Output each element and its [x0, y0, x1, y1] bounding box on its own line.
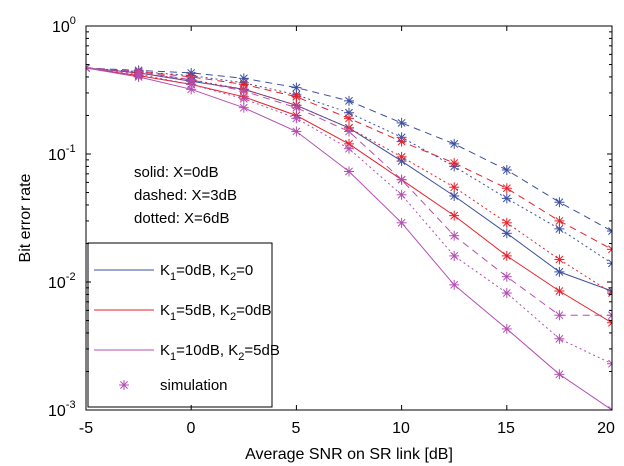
simulation-point-8-5: [344, 143, 354, 154]
x-tick-label-5: 5: [292, 420, 301, 437]
simulation-point-7-4: [291, 102, 302, 113]
simulation-point-2-8: [501, 193, 512, 204]
y-tick-label-1e0: 100: [52, 15, 76, 36]
simulation-point-8-6: [396, 189, 407, 200]
x-tick-label-0: 0: [187, 420, 196, 437]
simulation-point-4-8: [501, 183, 512, 194]
simulation-point-6-6: [396, 217, 407, 228]
y-axis-label: Bit error rate: [17, 173, 34, 262]
legend-label-k1-10db: K1=10dB, K2=5dB: [160, 342, 280, 363]
legend-label-simulation: simulation: [160, 377, 228, 394]
legend-star-marker: [119, 380, 129, 390]
legend-label-k1-5db: K1=5dB, K2=0dB: [160, 302, 272, 323]
line-style-annotation: solid: X=0dB dashed: X=3dB dotted: X=6dB: [134, 164, 237, 227]
simulation-point-6-7: [449, 279, 460, 290]
simulation-point-8-3: [238, 93, 249, 104]
simulation-point-6-8: [501, 323, 512, 334]
y-tick-label-1e-2: 10-2: [48, 271, 76, 292]
series-line-7: [86, 67, 612, 316]
annotation-dotted: dotted: X=6dB: [134, 210, 230, 227]
simulation-point-7-5: [344, 126, 354, 137]
simulation-point-1-7: [449, 138, 460, 149]
plot-frame: [85, 25, 613, 411]
simulation-point-8-0: [86, 62, 91, 73]
simulation-point-6-4: [291, 126, 302, 137]
simulation-point-1-5: [344, 95, 354, 106]
simulation-point-0-7: [449, 190, 460, 201]
simulation-point-5-10: [607, 288, 612, 299]
simulation-point-5-9: [554, 254, 565, 265]
y-tick-label-1e-1: 10-1: [48, 143, 76, 164]
simulation-point-8-10: [607, 358, 612, 369]
simulation-point-1-6: [396, 117, 407, 128]
simulation-point-2-10: [607, 258, 612, 269]
simulation-point-6-5: [344, 166, 354, 177]
simulation-point-5-8: [501, 217, 512, 228]
simulation-point-4-4: [291, 91, 302, 102]
simulation-point-1-9: [554, 197, 565, 208]
simulation-point-3-9: [554, 286, 565, 297]
simulation-point-4-10: [607, 244, 612, 255]
simulation-point-3-7: [449, 210, 460, 221]
simulation-point-8-2: [186, 79, 197, 90]
simulation-point-1-8: [501, 164, 512, 175]
series-line-8: [86, 67, 612, 365]
simulation-point-3-8: [501, 250, 512, 261]
simulation-point-5-7: [449, 182, 460, 193]
simulation-point-4-9: [554, 215, 565, 226]
simulation-point-8-4: [291, 113, 302, 124]
simulation-point-7-6: [396, 174, 407, 185]
x-tick-label-15: 15: [497, 420, 515, 437]
simulation-point-7-9: [554, 310, 565, 321]
simulation-point-4-5: [344, 113, 354, 124]
series-layer: [86, 62, 612, 410]
simulation-point-0-9: [554, 266, 565, 277]
simulation-point-6-9: [554, 369, 565, 380]
annotation-dashed: dashed: X=3dB: [134, 187, 237, 204]
simulation-point-6-3: [238, 102, 249, 113]
simulation-point-8-1: [133, 69, 144, 80]
simulation-point-7-8: [501, 271, 512, 282]
legend-star-marker-icon: [119, 380, 129, 390]
simulation-point-7-7: [449, 230, 460, 241]
x-tick-label-20: 20: [597, 420, 615, 437]
simulation-point-5-6: [396, 151, 407, 162]
simulation-point-0-8: [501, 228, 512, 239]
x-tick-label-10: 10: [392, 420, 410, 437]
simulation-point-8-9: [554, 333, 565, 344]
legend: K1=0dB, K2=0 K1=5dB, K2=0dB K1=10dB, K2=…: [87, 242, 280, 408]
simulation-point-7-10: [607, 310, 612, 321]
simulation-point-8-8: [501, 288, 512, 299]
simulation-point-8-7: [449, 250, 460, 261]
simulation-point-4-7: [449, 158, 460, 169]
x-axis-ticks: [85, 26, 613, 410]
x-tick-label-minus5: -5: [79, 420, 93, 437]
y-axis-ticks: [86, 31, 612, 411]
simulation-point-4-6: [396, 136, 407, 147]
simulation-point-2-9: [554, 223, 565, 234]
annotation-solid: solid: X=0dB: [134, 164, 219, 181]
legend-label-k1-0db: K1=0dB, K2=0: [160, 262, 253, 283]
simulation-point-6-10: [607, 405, 612, 410]
y-tick-label-1e-3: 10-3: [48, 399, 76, 420]
x-axis-label: Average SNR on SR link [dB]: [245, 446, 453, 463]
simulation-point-1-10: [607, 226, 612, 237]
